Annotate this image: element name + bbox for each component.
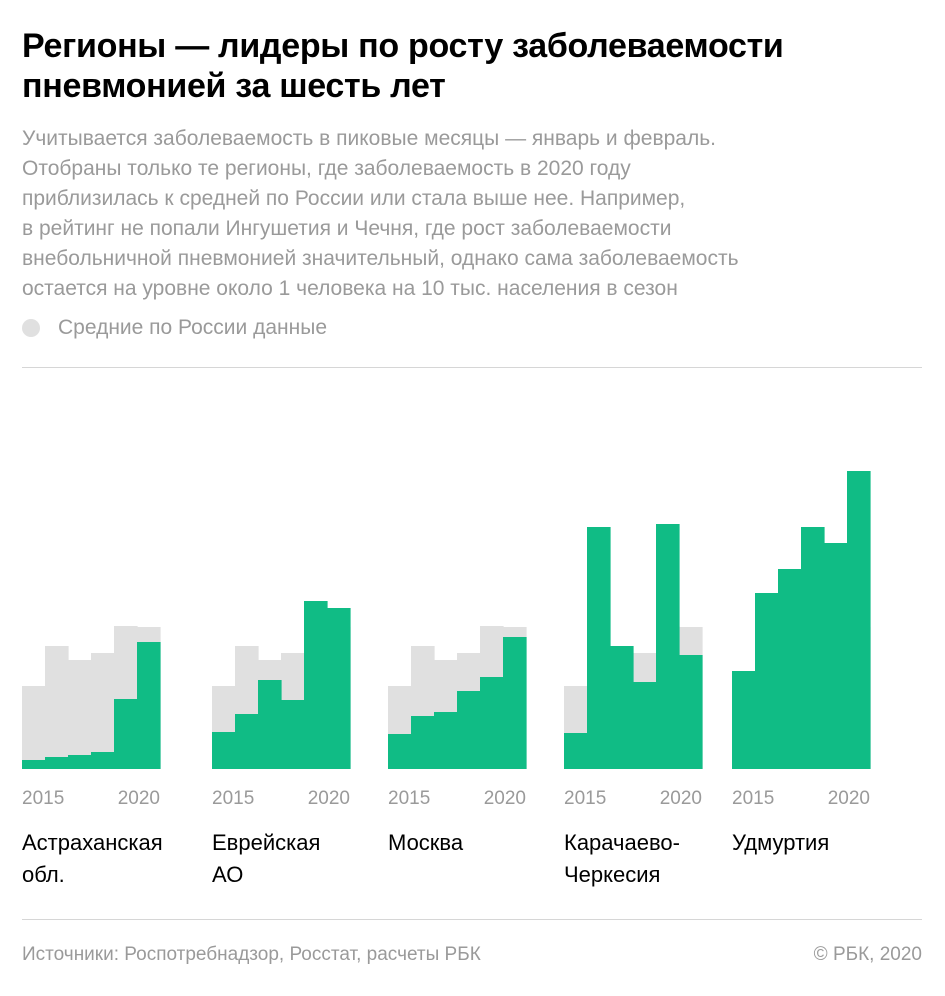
top-divider	[22, 367, 922, 368]
region-bar-5-2015	[732, 671, 756, 769]
avg-bar-1-2016	[45, 646, 69, 769]
region-label-2: Еврейская	[212, 830, 320, 855]
tick-label-first: 2015	[732, 788, 774, 809]
chart-subtitle: Учитывается заболеваемость в пиковые мес…	[22, 124, 922, 304]
tick-label-first: 2015	[22, 788, 64, 809]
region-bar-1-2017	[68, 755, 92, 769]
tick-label-last: 2020	[484, 788, 526, 809]
region-bar-4-2018	[633, 682, 657, 769]
title-line-2: пневмонией за шесть лет	[22, 67, 446, 105]
region-bar-2-2017	[258, 680, 282, 769]
region-bar-1-2016	[45, 757, 69, 769]
region-label-1: Астраханская	[22, 830, 163, 855]
tick-label-last: 2020	[660, 788, 702, 809]
legend-swatch-russia-average	[22, 319, 40, 337]
region-bar-2-2020	[327, 608, 351, 769]
region-bar-3-2020	[503, 637, 527, 769]
subtitle-line-3: приблизилась к средней по России или ста…	[22, 187, 686, 210]
avg-bar-1-2015	[22, 686, 46, 769]
chart-title: Регионы — лидеры по росту заболеваемости…	[22, 26, 922, 106]
region-bar-2-2016	[235, 714, 259, 769]
region-bar-5-2016	[755, 593, 779, 769]
tick-label-first: 2015	[388, 788, 430, 809]
tick-label-last: 2020	[118, 788, 160, 809]
region-label-2: АО	[212, 862, 243, 887]
tick-label-last: 2020	[828, 788, 870, 809]
region-label-3: Москва	[388, 830, 464, 855]
avg-bar-1-2017	[68, 660, 92, 769]
region-bar-4-2015	[564, 733, 588, 769]
region-bar-1-2020	[137, 642, 161, 769]
region-label-4: Карачаево-	[564, 830, 680, 855]
region-label-5: Удмуртия	[732, 830, 829, 855]
region-bar-1-2015	[22, 760, 46, 769]
region-label-1: обл.	[22, 862, 65, 887]
copyright: © РБК, 2020	[813, 944, 922, 965]
region-bar-5-2019	[824, 543, 848, 769]
region-bar-3-2017	[434, 712, 458, 769]
region-bar-5-2018	[801, 527, 825, 769]
region-bar-2-2018	[281, 700, 305, 769]
region-bar-2-2019	[304, 601, 328, 769]
region-bar-4-2020	[679, 655, 703, 769]
subtitle-line-2: Отобраны только те регионы, где заболева…	[22, 157, 631, 180]
region-bar-3-2018	[457, 691, 481, 769]
region-label-4: Черкесия	[564, 862, 660, 887]
bottom-divider	[22, 919, 922, 920]
subtitle-line-6: остается на уровне около 1 человека на 1…	[22, 277, 678, 300]
region-bar-3-2015	[388, 734, 412, 769]
subtitle-line-4: в рейтинг не попали Ингушетия и Чечня, г…	[22, 217, 672, 240]
legend: Средние по России данные	[22, 313, 327, 343]
legend-label: Средние по России данные	[58, 316, 328, 339]
source-note: Источники: Роспотребнадзор, Росстат, рас…	[22, 944, 481, 965]
subtitle-line-1: Учитывается заболеваемость в пиковые мес…	[22, 127, 716, 150]
region-bar-3-2016	[411, 716, 435, 769]
subtitle-line-5: внебольничной пневмонией значительный, о…	[22, 247, 739, 270]
title-line-1: Регионы — лидеры по росту заболеваемости	[22, 27, 784, 65]
region-bar-2-2015	[212, 732, 236, 769]
region-bar-5-2020	[847, 471, 871, 769]
region-bar-4-2019	[656, 524, 680, 769]
region-bar-4-2017	[610, 646, 634, 769]
tick-label-last: 2020	[308, 788, 350, 809]
avg-bar-1-2018	[91, 653, 115, 769]
region-bar-5-2017	[778, 569, 802, 769]
region-bar-3-2019	[480, 677, 504, 769]
tick-label-first: 2015	[212, 788, 254, 809]
region-bar-1-2019	[114, 699, 138, 769]
region-bar-4-2016	[587, 527, 611, 769]
tick-label-first: 2015	[564, 788, 606, 809]
region-bar-1-2018	[91, 752, 115, 769]
